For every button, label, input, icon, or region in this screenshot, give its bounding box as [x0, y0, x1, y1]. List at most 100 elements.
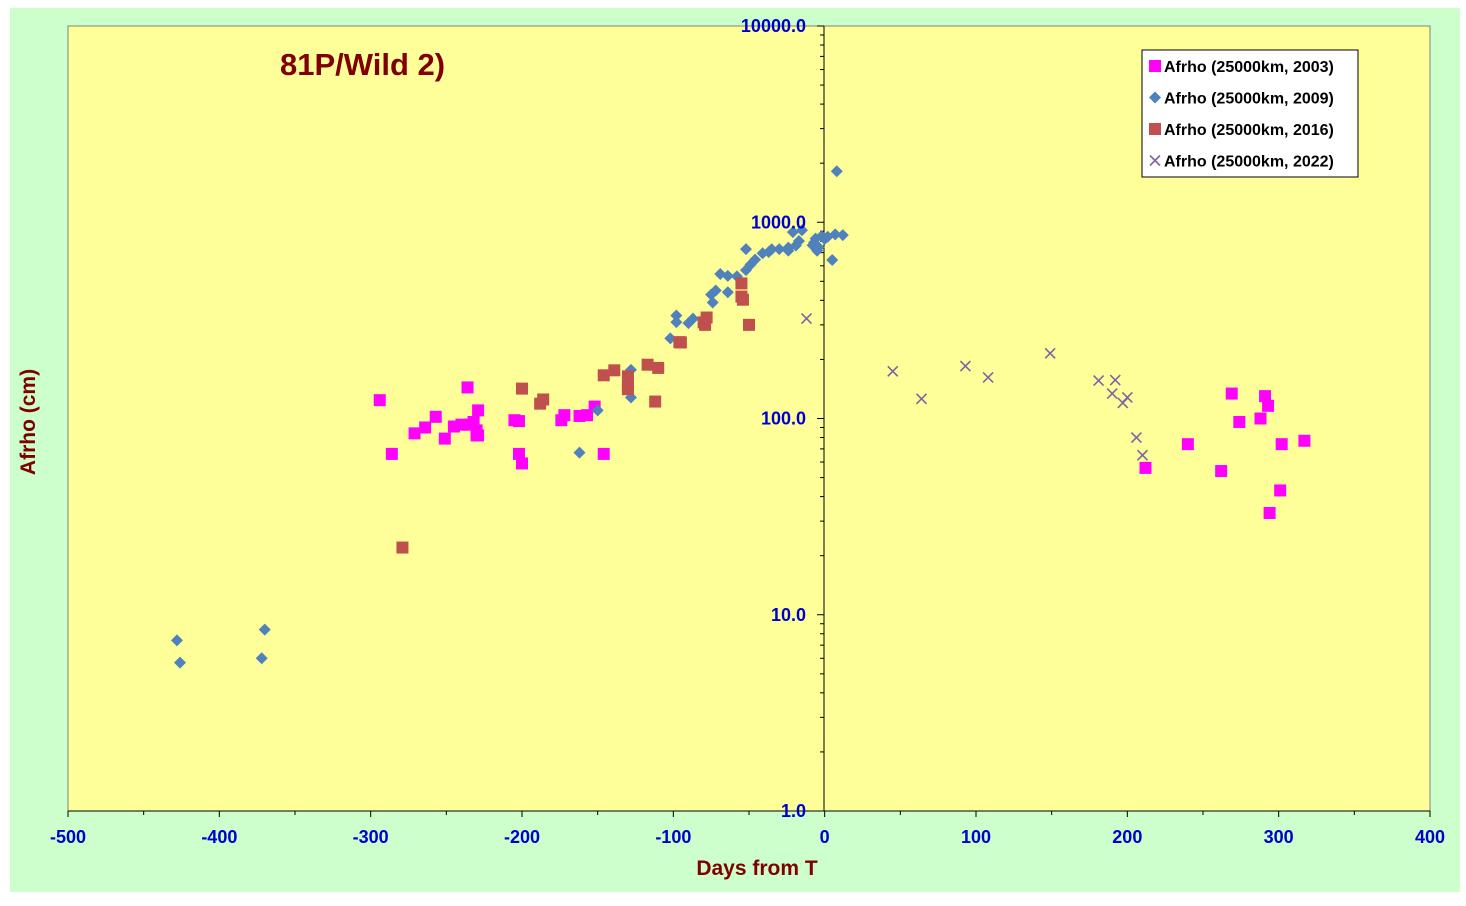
data-point [621, 381, 634, 394]
data-point [408, 427, 421, 440]
data-point [915, 393, 928, 405]
data-point [836, 229, 849, 242]
data-point [1130, 431, 1142, 444]
legend-marker [1149, 123, 1161, 135]
data-point [786, 226, 799, 239]
data-point [749, 253, 762, 266]
data-point [472, 404, 485, 417]
y-tick-label: 10.0 [771, 605, 806, 625]
series-4 [800, 313, 1149, 461]
data-point [1254, 412, 1267, 425]
data-point [739, 243, 752, 256]
data-point [706, 296, 719, 309]
data-point [438, 432, 451, 445]
data-point [700, 311, 713, 324]
x-tick-label: 0 [820, 827, 830, 847]
data-point [670, 309, 683, 322]
x-tick-label: -400 [201, 827, 237, 847]
data-point [765, 243, 778, 256]
data-point [1139, 461, 1152, 474]
legend-box [1141, 49, 1359, 178]
data-point [472, 429, 485, 442]
y-tick-label: 10000.0 [741, 16, 806, 36]
data-point [652, 361, 665, 374]
data-point [558, 409, 571, 422]
data-point [597, 369, 610, 382]
data-point [773, 243, 786, 256]
data-point [649, 395, 662, 408]
data-point [429, 410, 442, 423]
data-point [385, 447, 398, 460]
x-tick-label: -500 [50, 827, 86, 847]
data-point [743, 318, 755, 331]
data-point [396, 541, 409, 554]
chart-title: 81P/Wild 2) [280, 47, 445, 82]
legend-label: Afrho (25000km, 2009) [1164, 91, 1334, 108]
data-point [597, 447, 610, 460]
data-point [664, 332, 677, 345]
data-point [1275, 438, 1288, 451]
data-point [800, 313, 813, 325]
x-tick-label: 400 [1415, 827, 1445, 847]
x-tick-label: -100 [655, 827, 691, 847]
x-tick-label: 200 [1112, 827, 1142, 847]
legend-label: Afrho (25000km, 2003) [1164, 59, 1334, 76]
x-tick-label: 300 [1264, 827, 1294, 847]
data-point [1233, 415, 1246, 428]
data-point [887, 365, 899, 377]
data-point [792, 235, 805, 248]
data-point [812, 241, 825, 254]
data-point [1259, 390, 1272, 403]
data-point [255, 652, 268, 665]
data-point [795, 224, 808, 237]
data-point [170, 634, 183, 647]
data-point [830, 165, 843, 178]
data-point [641, 358, 654, 371]
series-2 [170, 165, 849, 669]
data-point [512, 447, 525, 460]
legend-marker [1149, 91, 1161, 104]
data-point [1093, 375, 1105, 387]
data-point [959, 360, 971, 372]
data-point [709, 284, 722, 297]
y-axis-title: Afrho (cm) [17, 369, 40, 475]
x-axis-title: Days from T [696, 857, 818, 880]
data-point [537, 393, 550, 406]
data-point [1298, 434, 1311, 447]
legend-label: Afrho (25000km, 2016) [1164, 122, 1334, 139]
data-point [573, 446, 586, 459]
data-point [1215, 465, 1228, 478]
legend-marker [1149, 60, 1161, 72]
data-point [721, 286, 734, 299]
data-point [670, 316, 683, 329]
data-point [1136, 449, 1149, 461]
y-tick-label: 100.0 [761, 409, 806, 429]
data-point [1225, 387, 1238, 400]
tick-labels: -500 -400 -300 -200 -100 0 100 200 300 400 1.0 10.0… [50, 16, 1445, 847]
data-point [591, 404, 604, 417]
data-point [516, 382, 528, 395]
data-point [1044, 347, 1056, 359]
data-point [461, 381, 474, 394]
axis-ticks [67, 25, 1431, 817]
data-point [258, 623, 271, 636]
data-point [621, 370, 634, 383]
data-point [512, 415, 525, 428]
data-point [1109, 374, 1121, 386]
series-3 [396, 277, 755, 554]
data-point [1274, 484, 1287, 497]
data-point [687, 312, 700, 325]
data-point [1106, 387, 1118, 400]
legend-label: Afrho (25000km, 2022) [1164, 154, 1334, 171]
legend-items: Afrho (25000km, 2003) Afrho (25000km, 200… [1149, 59, 1334, 171]
data-point [373, 394, 386, 407]
data-point [829, 228, 842, 241]
legend: Afrho (25000km, 2003) Afrho (25000km, 200… [1141, 49, 1359, 178]
data-point [674, 336, 687, 349]
axes [68, 26, 1430, 812]
data-point [826, 254, 839, 267]
data-point [1121, 391, 1133, 404]
data-point [516, 457, 528, 470]
